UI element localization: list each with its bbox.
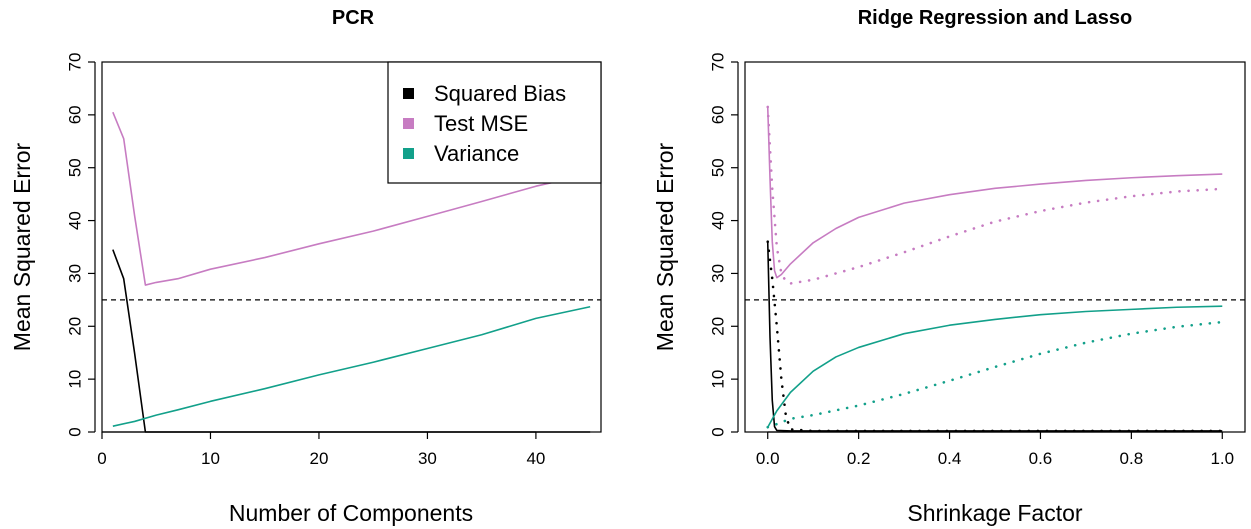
rl-y-tick-label-70: 70 [708, 53, 727, 72]
pcr-x-tick-label-30: 30 [418, 449, 437, 468]
pcr-y-tick-label-50: 50 [65, 158, 84, 177]
rl-x-tick-label-0-6: 0.6 [1029, 449, 1053, 468]
pcr-panel: PCR 0 10 20 30 40 50 60 70 0 10 20 30 40 Number of … [9, 7, 602, 526]
pcr-series-variance-solid-line [112, 305, 591, 427]
ridge-lasso-panel: Ridge Regression and Lasso 0 10 20 30 40 50 60… [652, 7, 1246, 526]
rl-x-tick-label-0-2: 0.2 [847, 449, 871, 468]
rl-y-tick-label-20: 20 [708, 317, 727, 336]
pcr-y-tick-label-0: 0 [65, 427, 84, 436]
pcr-x-axis-label: Number of Components [229, 500, 473, 526]
pcr-series-test-mse-solid-line [112, 111, 591, 286]
ridge-lasso-title: Ridge Regression and Lasso [858, 7, 1133, 29]
legend-label-test-mse: Test MSE [434, 111, 528, 136]
pcr-y-tick-label-70: 70 [65, 53, 84, 72]
rl-series-squared-bias-solid-line [766, 241, 1223, 432]
pcr-x-tick-label-40: 40 [526, 449, 545, 468]
rl-x-tick-label-1-0: 1.0 [1210, 449, 1234, 468]
pcr-x-tick-label-10: 10 [201, 449, 220, 468]
ridge-lasso-x-axis-label: Shrinkage Factor [907, 500, 1082, 526]
pcr-y-tick-label-40: 40 [65, 211, 84, 230]
rl-y-tick-label-10: 10 [708, 370, 727, 389]
ridge-lasso-y-axis: 0 10 20 30 40 50 60 70 [708, 53, 739, 437]
pcr-series-squared-bias-solid-line [112, 249, 591, 433]
rl-x-tick-label-0-0: 0.0 [756, 449, 780, 468]
rl-series-variance-dotted-line [766, 320, 1224, 429]
pcr-x-tick-label-0: 0 [97, 449, 106, 468]
rl-y-tick-label-60: 60 [708, 105, 727, 124]
pcr-x-tick-label-20: 20 [309, 449, 328, 468]
pcr-series-group [112, 111, 591, 433]
rl-series-test-mse-dotted-line [766, 105, 1224, 285]
rl-x-tick-label-0-8: 0.8 [1120, 449, 1144, 468]
pcr-y-tick-label-10: 10 [65, 370, 84, 389]
pcr-x-axis: 0 10 20 30 40 [97, 431, 545, 468]
legend-label-variance: Variance [434, 141, 519, 166]
legend-label-squared-bias: Squared Bias [434, 81, 566, 106]
pcr-y-tick-label-20: 20 [65, 317, 84, 336]
legend-box [387, 61, 602, 184]
pcr-y-tick-label-30: 30 [65, 264, 84, 283]
pcr-y-tick-label-60: 60 [65, 105, 84, 124]
legend: Squared Bias Test MSE Variance [387, 61, 602, 184]
rl-y-tick-label-30: 30 [708, 264, 727, 283]
rl-series-variance-solid-line [767, 305, 1223, 428]
legend-swatch-variance [403, 148, 414, 159]
legend-swatch-squared-bias [403, 88, 414, 99]
rl-series-test-mse-solid-line [766, 106, 1223, 279]
rl-x-tick-label-0-4: 0.4 [938, 449, 962, 468]
ridge-lasso-series-group [766, 105, 1224, 433]
ridge-lasso-plot-frame [744, 61, 1246, 433]
legend-swatch-test-mse [403, 118, 414, 129]
pcr-title: PCR [332, 7, 375, 29]
rl-y-tick-label-40: 40 [708, 211, 727, 230]
pcr-y-axis-label: Mean Squared Error [9, 142, 35, 351]
ridge-lasso-x-axis: 0.0 0.2 0.4 0.6 0.8 1.0 [756, 431, 1234, 468]
rl-y-tick-label-50: 50 [708, 158, 727, 177]
rl-y-tick-label-0: 0 [708, 427, 727, 436]
pcr-y-axis: 0 10 20 30 40 50 60 70 [65, 53, 96, 437]
rl-series-squared-bias-dotted-line [766, 240, 1224, 433]
ridge-lasso-y-axis-label: Mean Squared Error [652, 142, 678, 351]
